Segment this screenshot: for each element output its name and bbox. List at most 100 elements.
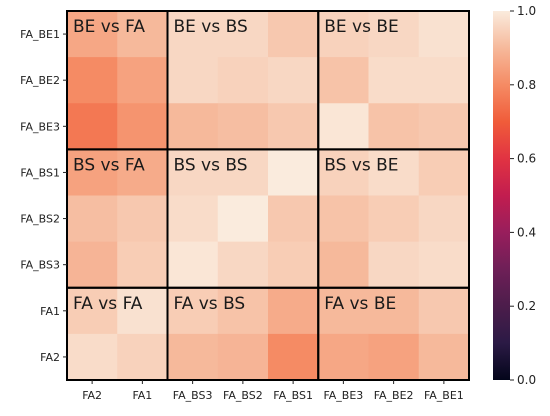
heatmap-cell xyxy=(67,103,118,150)
heatmap-cell xyxy=(167,103,219,150)
heatmap-cell xyxy=(167,11,219,58)
heatmap-cell xyxy=(418,11,470,58)
y-tick-label: FA_BE1 xyxy=(20,28,60,41)
heatmap-cell xyxy=(117,11,168,58)
heatmap-cell xyxy=(418,57,470,104)
heatmap-cell xyxy=(418,103,470,150)
heatmap-cell xyxy=(167,333,219,381)
block-label: FA vs BS xyxy=(174,294,246,314)
heatmap-cell xyxy=(117,57,168,104)
block-label: BE vs FA xyxy=(73,17,145,37)
block-label: FA vs BE xyxy=(324,294,396,314)
colorbar-tick-label: 0.8 xyxy=(517,78,536,92)
heatmap-cell xyxy=(167,57,219,104)
heatmap-cell xyxy=(268,11,319,58)
heatmap-cell xyxy=(217,103,269,150)
heatmap-cell xyxy=(67,11,118,58)
heatmap-cell xyxy=(67,149,118,197)
heatmap-cell xyxy=(318,241,369,289)
heatmap-cell xyxy=(418,287,470,335)
heatmap-cell xyxy=(268,195,319,243)
x-tick-label: FA_BS2 xyxy=(223,389,263,402)
x-tick-label: FA_BE3 xyxy=(323,389,363,402)
block-label: BS vs BS xyxy=(174,155,248,175)
heatmap-cell xyxy=(318,333,369,381)
block-label: BE vs BS xyxy=(174,17,248,37)
block-label: FA vs FA xyxy=(73,294,143,314)
heatmap-cell xyxy=(217,195,269,243)
heatmap-cell xyxy=(67,241,118,289)
y-tick-label: FA2 xyxy=(40,351,60,364)
heatmap-cell xyxy=(217,149,269,197)
colorbar-tick-label: 0.4 xyxy=(517,225,536,239)
x-tick-label: FA2 xyxy=(82,389,102,402)
heatmap-cell xyxy=(318,149,369,197)
heatmap-cell xyxy=(268,57,319,104)
heatmap-cell xyxy=(67,333,118,381)
heatmap-cell xyxy=(268,241,319,289)
heatmap-cell xyxy=(368,333,420,381)
x-tick-label: FA_BS1 xyxy=(273,389,313,402)
heatmap-cell xyxy=(418,241,470,289)
heatmap-cell xyxy=(368,57,420,104)
colorbar-tick-label: 0.6 xyxy=(517,152,536,166)
heatmap-cell xyxy=(318,57,369,104)
heatmap-cell xyxy=(318,103,369,150)
y-tick-label: FA_BE3 xyxy=(20,120,60,133)
y-tick-label: FA_BS2 xyxy=(20,213,60,226)
block-label: BS vs BE xyxy=(324,155,398,175)
colorbar-tick-label: 1.0 xyxy=(517,4,536,18)
heatmap-cell xyxy=(318,287,369,335)
x-axis-ticks: FA2 FA1 FA_BS3 FA_BS2 FA_BS1 FA_BE3 FA_BE2 FA_B… xyxy=(82,380,464,402)
heatmap-cell xyxy=(318,11,369,58)
heatmap-cell xyxy=(368,287,420,335)
heatmap-cell xyxy=(167,287,219,335)
heatmap-cell xyxy=(167,149,219,197)
heatmap-cell xyxy=(268,103,319,150)
colorbar xyxy=(493,11,510,380)
x-tick-label: FA_BS3 xyxy=(173,389,213,402)
y-tick-label: FA1 xyxy=(40,305,60,318)
y-axis-ticks: FA_BE1 FA_BE2 FA_BE3 FA_BS1 FA_BS2 FA_BS3 FA1 F… xyxy=(20,28,67,364)
heatmap-cell xyxy=(268,333,319,381)
colorbar-tick-label: 0.0 xyxy=(517,373,536,387)
colorbar-gradient xyxy=(493,11,510,380)
heatmap-cell xyxy=(418,333,470,381)
heatmap-cell xyxy=(418,195,470,243)
heatmap-cell xyxy=(217,11,269,58)
colorbar-ticks: 0.0 0.2 0.4 0.6 0.8 1.0 xyxy=(510,4,536,387)
heatmap-cell xyxy=(217,333,269,381)
heatmap-cell xyxy=(117,287,168,335)
heatmap-cell xyxy=(117,195,168,243)
heatmap-cell xyxy=(167,241,219,289)
heatmap-cell xyxy=(268,149,319,197)
block-label: BS vs FA xyxy=(73,155,145,175)
x-tick-label: FA1 xyxy=(132,389,152,402)
x-tick-label: FA_BE1 xyxy=(424,389,464,402)
heatmap-cell xyxy=(368,103,420,150)
y-tick-label: FA_BE2 xyxy=(20,74,60,87)
heatmap-cell xyxy=(418,149,470,197)
colorbar-tick-label: 0.2 xyxy=(517,299,536,313)
heatmap-cell xyxy=(117,241,168,289)
heatmap-cell xyxy=(368,11,420,58)
heatmap-cell xyxy=(217,241,269,289)
heatmap-cells xyxy=(67,11,470,381)
heatmap-cell xyxy=(117,333,168,381)
heatmap-cell xyxy=(217,287,269,335)
heatmap-cell xyxy=(67,287,118,335)
block-outlines: BE vs FA BE vs BS BE vs BE BS vs FA BS vs BS… xyxy=(66,10,470,381)
block-label: BE vs BE xyxy=(324,17,399,37)
heatmap-cell xyxy=(318,195,369,243)
heatmap-cell xyxy=(268,287,319,335)
y-tick-label: FA_BS1 xyxy=(20,166,60,179)
heatmap-cell xyxy=(167,195,219,243)
heatmap-cell xyxy=(217,57,269,104)
heatmap-cell xyxy=(368,241,420,289)
heatmap-cell xyxy=(368,195,420,243)
heatmap-cell xyxy=(117,103,168,150)
heatmap-cell xyxy=(67,57,118,104)
heatmap-cell xyxy=(67,195,118,243)
x-tick-label: FA_BE2 xyxy=(374,389,414,402)
